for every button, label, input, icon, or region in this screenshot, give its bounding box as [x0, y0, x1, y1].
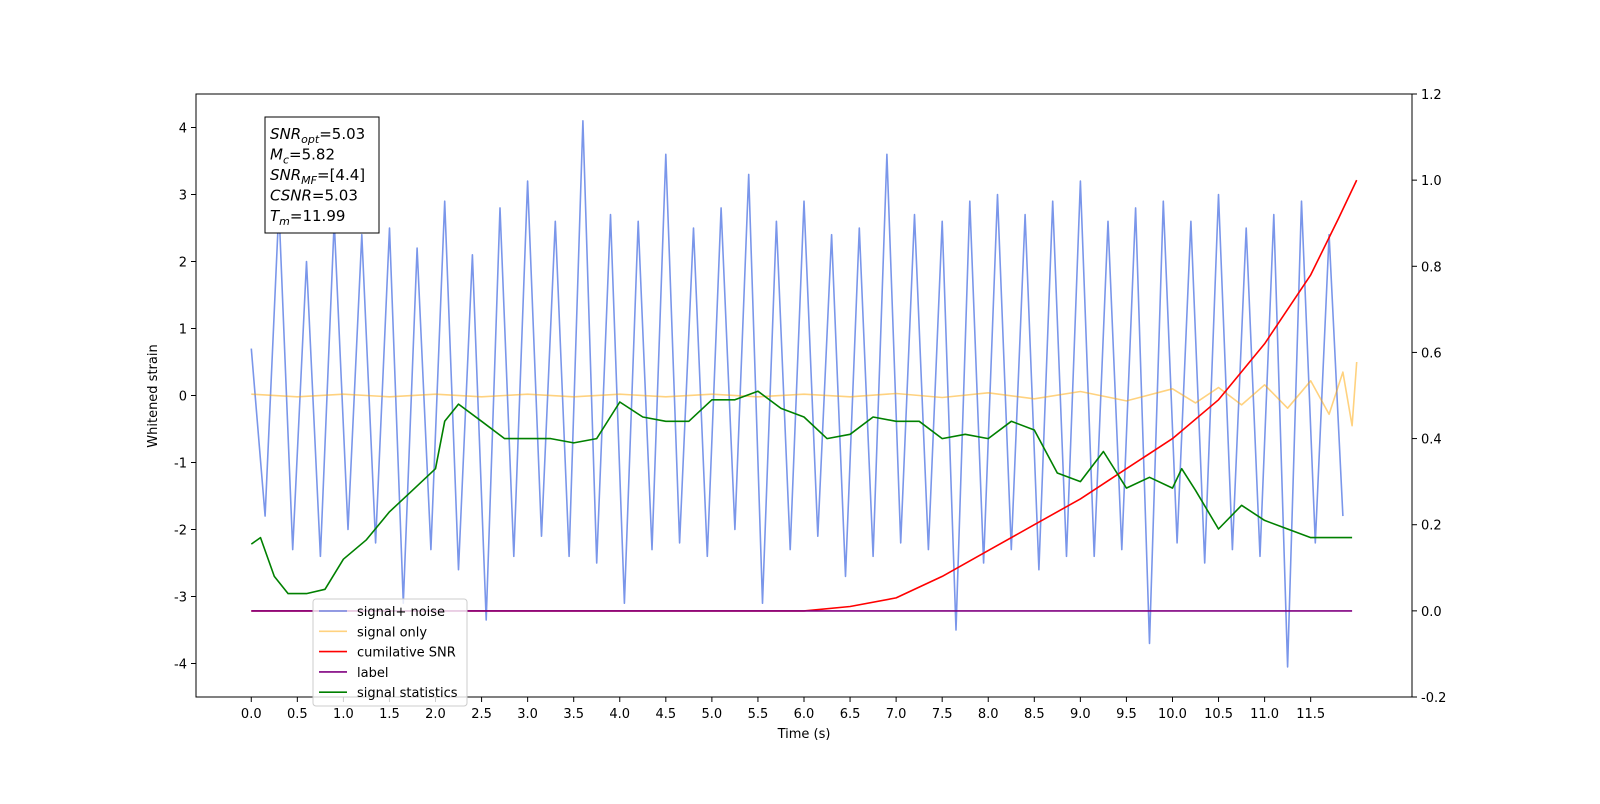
- x-tick-label: 7.5: [932, 707, 953, 722]
- legend-label: signal statistics: [357, 686, 458, 701]
- y-tick-label: 0: [179, 390, 187, 405]
- legend-label: label: [357, 666, 388, 681]
- y-tick-label: -3: [174, 591, 187, 606]
- y-tick-label: -4: [174, 658, 187, 673]
- x-tick-label: 5.0: [702, 707, 723, 722]
- annotation-base: CSNR: [270, 187, 312, 205]
- annotation-sub: c: [283, 154, 289, 167]
- annotation-base: SNR: [270, 125, 301, 143]
- legend-box: [312, 598, 468, 707]
- annotation-sub: MF: [301, 174, 317, 187]
- annotation-base: T: [270, 207, 281, 225]
- annotation-line: SNRopt=5.03: [270, 125, 365, 146]
- x-tick-label: 3.0: [517, 707, 538, 722]
- y2-tick-label: -0.2: [1421, 691, 1446, 706]
- annotation-sub: opt: [301, 133, 320, 146]
- annotation-rest: =[4.4]: [317, 166, 365, 184]
- x-tick-label: 10.5: [1204, 707, 1233, 722]
- y2-tick-label: 0.8: [1421, 260, 1442, 275]
- y2-tick-label: 0.0: [1421, 605, 1442, 620]
- annotation-box: [264, 116, 380, 234]
- x-tick-label: 2.5: [471, 707, 492, 722]
- annotation-rest: =5.03: [312, 187, 358, 205]
- x-tick-label: 1.5: [379, 707, 400, 722]
- legend-label: signal+ noise: [357, 605, 445, 620]
- x-tick-label: 0.5: [287, 707, 308, 722]
- annotation-base: M: [270, 146, 283, 164]
- legend-label: signal only: [357, 625, 427, 640]
- annotation-sub: m: [279, 215, 290, 228]
- annotation-line: SNRMF=[4.4]: [270, 166, 365, 187]
- x-axis-label: Time (s): [777, 727, 831, 742]
- y-tick-label: 3: [179, 189, 187, 204]
- series-line: [251, 179, 1358, 612]
- annotation-line: CSNR=5.03: [270, 187, 358, 205]
- y2-tick-label: 0.4: [1421, 433, 1442, 448]
- series-line: [250, 390, 1353, 595]
- x-tick-label: 4.0: [609, 707, 630, 722]
- x-tick-label: 8.5: [1024, 707, 1045, 722]
- x-tick-label: 1.0: [333, 707, 354, 722]
- legend-label: cumilative SNR: [357, 646, 456, 661]
- x-tick-label: 8.0: [978, 707, 999, 722]
- x-tick-label: 4.5: [655, 707, 676, 722]
- y-tick-label: 4: [179, 122, 187, 137]
- annotation-base: SNR: [270, 166, 301, 184]
- x-tick-label: 6.0: [794, 707, 815, 722]
- x-tick-label: 2.0: [425, 707, 446, 722]
- x-tick-label: 9.5: [1116, 707, 1137, 722]
- x-tick-label: 0.0: [241, 707, 262, 722]
- y-tick-label: -1: [174, 457, 187, 472]
- annotation-rest: =11.99: [290, 207, 346, 225]
- x-tick-label: 10.0: [1158, 707, 1187, 722]
- x-tick-label: 11.0: [1250, 707, 1279, 722]
- y-tick-label: -2: [174, 524, 187, 539]
- x-tick-label: 3.5: [563, 707, 584, 722]
- series-line: [250, 120, 1344, 668]
- x-tick-label: 6.5: [840, 707, 861, 722]
- series-line: [251, 361, 1358, 427]
- annotation-rest: =5.82: [289, 146, 335, 164]
- annotation-line: Mc=5.82: [270, 146, 335, 167]
- y2-tick-label: 0.6: [1421, 346, 1442, 361]
- y-tick-label: 1: [179, 323, 187, 338]
- x-tick-label: 11.5: [1296, 707, 1325, 722]
- annotation-rest: =5.03: [319, 125, 365, 143]
- x-tick-label: 5.5: [748, 707, 769, 722]
- y-axis-label: Whitened strain: [146, 344, 161, 447]
- x-tick-label: 9.0: [1070, 707, 1091, 722]
- y2-tick-label: 1.2: [1421, 88, 1442, 103]
- x-tick-label: 7.0: [886, 707, 907, 722]
- annotation-line: Tm=11.99: [270, 207, 345, 228]
- y-tick-label: 2: [179, 256, 187, 271]
- y2-tick-label: 1.0: [1421, 174, 1442, 189]
- y2-tick-label: 0.2: [1421, 519, 1442, 534]
